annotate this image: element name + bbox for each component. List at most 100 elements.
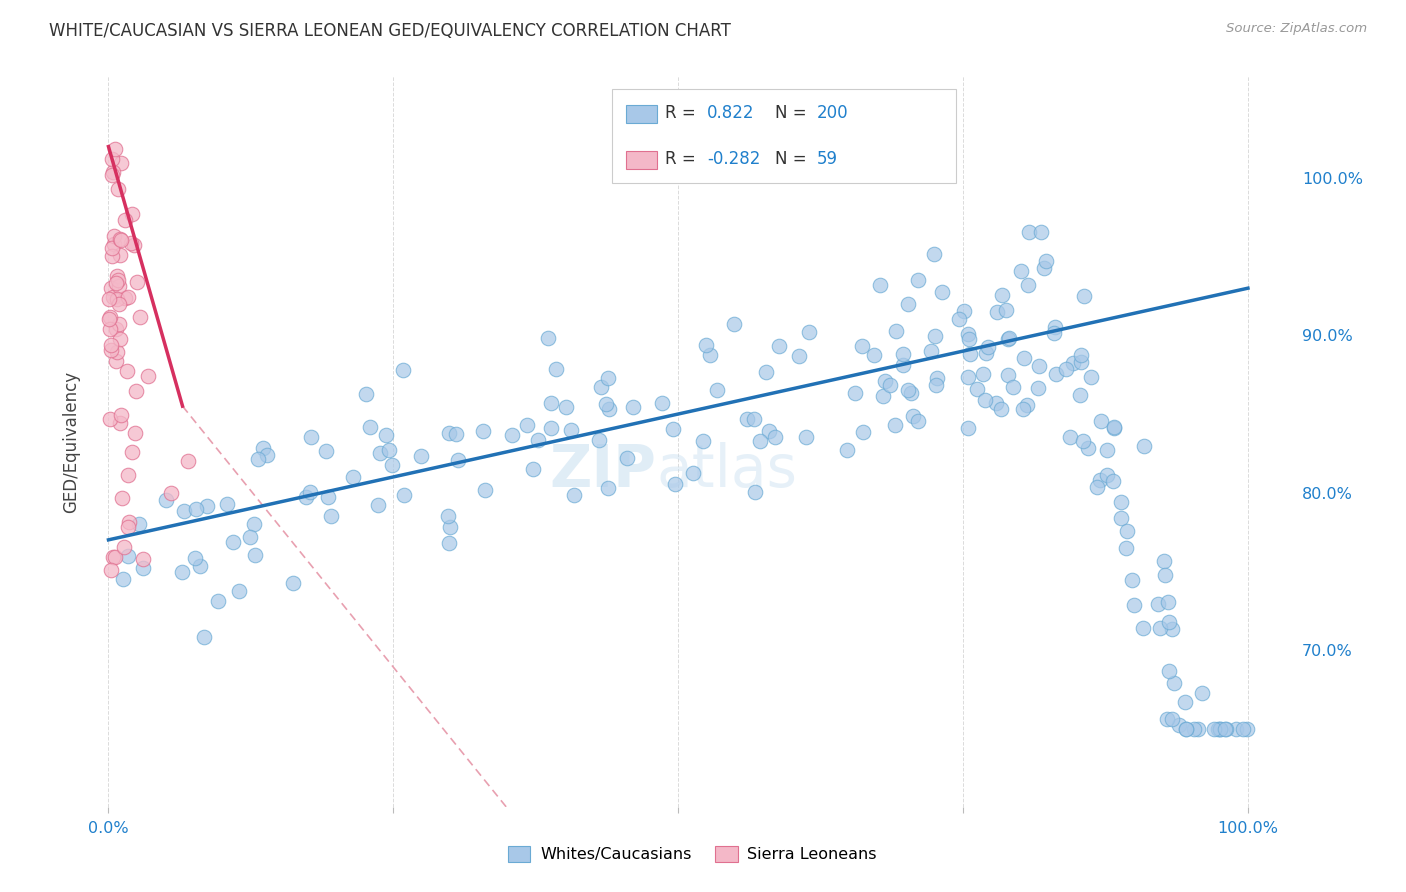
Point — [228, 583, 250, 598]
Point — [128, 310, 150, 324]
Point — [924, 378, 946, 392]
Point — [852, 425, 875, 439]
Point — [252, 442, 274, 456]
Point — [920, 343, 942, 358]
Point — [901, 409, 924, 424]
Point — [177, 454, 200, 468]
Point — [112, 541, 135, 555]
Point — [758, 424, 780, 438]
Point — [763, 430, 786, 444]
Point — [1209, 722, 1232, 736]
Point — [1104, 420, 1126, 434]
Point — [723, 317, 745, 331]
Point — [977, 340, 1000, 354]
Point — [100, 153, 122, 167]
Point — [1033, 260, 1056, 275]
Point — [875, 374, 897, 388]
Point — [755, 365, 778, 379]
Point — [748, 434, 770, 448]
Point — [924, 329, 946, 343]
Point — [879, 378, 901, 392]
Point — [173, 504, 195, 518]
Point — [101, 241, 124, 255]
Point — [516, 418, 538, 433]
Point — [108, 317, 131, 331]
Point — [544, 362, 567, 376]
Point — [188, 559, 211, 574]
Point — [359, 419, 381, 434]
Point — [537, 331, 560, 345]
Point — [105, 293, 128, 307]
Point — [957, 327, 980, 342]
Point — [1077, 441, 1099, 455]
Point — [110, 155, 132, 169]
Point — [104, 142, 127, 156]
Point — [1191, 686, 1213, 700]
Point — [1069, 387, 1091, 401]
Point — [540, 396, 562, 410]
Text: R =: R = — [665, 150, 702, 168]
Point — [699, 348, 721, 362]
Point — [596, 371, 619, 385]
Point — [170, 566, 193, 580]
Point — [132, 552, 155, 566]
Point — [1059, 430, 1081, 444]
Point — [315, 444, 337, 458]
Point — [121, 207, 143, 221]
Point — [101, 168, 124, 182]
Point — [966, 382, 988, 396]
Point — [111, 572, 134, 586]
Point — [121, 445, 143, 459]
Point — [100, 563, 122, 577]
Point — [706, 383, 728, 397]
Point — [1109, 511, 1132, 525]
Point — [1132, 439, 1154, 453]
Point — [869, 278, 891, 293]
Point — [117, 520, 139, 534]
Point — [1018, 225, 1040, 239]
Point — [100, 343, 122, 357]
Point — [1232, 722, 1254, 736]
Point — [103, 229, 125, 244]
Point — [105, 345, 128, 359]
Point — [247, 452, 270, 467]
Point — [907, 273, 929, 287]
Point — [98, 322, 121, 336]
Point — [922, 247, 945, 261]
Point — [1088, 473, 1111, 487]
Point — [997, 368, 1019, 382]
Point — [1154, 567, 1177, 582]
Point — [1070, 355, 1092, 369]
Point — [598, 481, 620, 495]
Point — [1097, 468, 1119, 483]
Point — [1073, 289, 1095, 303]
Text: ZIP: ZIP — [550, 442, 657, 500]
Point — [897, 384, 920, 398]
Point — [742, 412, 765, 426]
Point — [560, 423, 582, 437]
Point — [735, 412, 758, 426]
Point — [107, 182, 129, 196]
Point — [1187, 722, 1209, 736]
Point — [1116, 524, 1139, 538]
Point — [104, 322, 127, 336]
Point — [664, 477, 686, 491]
Point — [974, 346, 997, 360]
Point — [1182, 722, 1205, 736]
Point — [447, 452, 470, 467]
Point — [986, 305, 1008, 319]
Point — [105, 268, 128, 283]
Point — [474, 483, 496, 497]
Point — [125, 384, 148, 398]
Point — [851, 339, 873, 353]
Point — [242, 517, 264, 532]
Point — [1161, 712, 1184, 726]
Point — [1043, 326, 1066, 340]
Point — [381, 458, 404, 472]
Point — [256, 448, 278, 462]
Point — [1043, 319, 1066, 334]
Point — [835, 443, 858, 458]
Point — [1115, 541, 1137, 556]
Point — [1002, 380, 1025, 394]
Point — [925, 371, 948, 385]
